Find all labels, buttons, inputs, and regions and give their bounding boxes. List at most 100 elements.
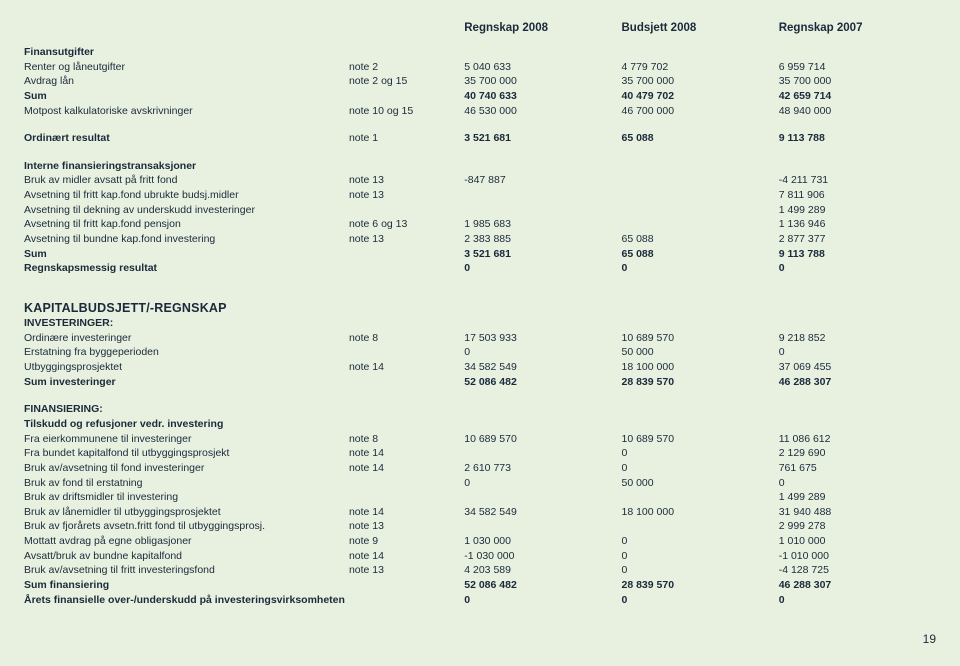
row-value: -4 211 731 <box>779 174 936 189</box>
row-value: 34 582 549 <box>464 361 621 376</box>
table-row: Sum investeringer52 086 48228 839 57046 … <box>24 375 936 390</box>
row-label: Sum investeringer <box>24 375 349 390</box>
row-value: 0 <box>621 447 778 462</box>
table-row: Erstatning fra byggeperioden 050 0000 <box>24 346 936 361</box>
row-value: 4 203 589 <box>464 564 621 579</box>
row-value: 0 <box>621 535 778 550</box>
row-value: 2 610 773 <box>464 461 621 476</box>
row-label: Sum <box>24 247 349 262</box>
row-value: 5 040 633 <box>464 60 621 75</box>
row-label: Bruk av/avsetning til fritt investerings… <box>24 564 349 579</box>
row-note <box>349 262 464 277</box>
row-value <box>621 189 778 204</box>
row-value: 46 530 000 <box>464 104 621 119</box>
row-value: 11 086 612 <box>779 432 936 447</box>
row-value: 46 288 307 <box>779 579 936 594</box>
ordinary-result: Ordinært resultat note 1 3 521 681 65 08… <box>24 132 936 147</box>
row-value: 31 940 488 <box>779 505 936 520</box>
row-value: 0 <box>779 262 936 277</box>
row-value <box>621 174 778 189</box>
row-label: Bruk av fjorårets avsetn.fritt fond til … <box>24 520 349 535</box>
row-note: note 13 <box>349 232 464 247</box>
finans-subheading: Tilskudd og refusjoner vedr. investering <box>24 418 936 433</box>
row-note: note 14 <box>349 447 464 462</box>
table-row: Bruk av fjorårets avsetn.fritt fond til … <box>24 520 936 535</box>
row-label: Utbyggingsprosjektet <box>24 361 349 376</box>
table-row: Bruk av lånemidler til utbyggingsprosjek… <box>24 505 936 520</box>
row-value: 0 <box>779 346 936 361</box>
table-row: Avsetning til bundne kap.fond investerin… <box>24 232 936 247</box>
row-note <box>349 89 464 104</box>
row-value: -847 887 <box>464 174 621 189</box>
section-title: Finansutgifter <box>24 45 936 60</box>
table-row: Mottatt avdrag på egne obligasjonernote … <box>24 535 936 550</box>
row-value: 9 218 852 <box>779 331 936 346</box>
row-note: note 13 <box>349 189 464 204</box>
row-value: 6 959 714 <box>779 60 936 75</box>
table-row: Årets finansielle over-/underskudd på in… <box>24 593 936 608</box>
row-label: Sum finansiering <box>24 579 349 594</box>
row-value: 28 839 570 <box>621 579 778 594</box>
kapital-heading: KAPITALBUDSJETT/-REGNSKAP <box>24 299 936 316</box>
row-value: 18 100 000 <box>621 361 778 376</box>
table-row: Regnskapsmessig resultat000 <box>24 262 936 277</box>
finans-heading: FINANSIERING: <box>24 403 936 418</box>
row-label: Sum <box>24 89 349 104</box>
row-value: 52 086 482 <box>464 375 621 390</box>
row-value: 2 129 690 <box>779 447 936 462</box>
row-label: Bruk av midler avsatt på fritt fond <box>24 174 349 189</box>
row-value: 42 659 714 <box>779 89 936 104</box>
row-note: note 2 og 15 <box>349 75 464 90</box>
row-value: 1 985 683 <box>464 218 621 233</box>
row-value: 9 113 788 <box>779 247 936 262</box>
row-value: 0 <box>621 262 778 277</box>
row-note: note 14 <box>349 549 464 564</box>
row-note <box>349 593 464 608</box>
col-header-3: Regnskap 2007 <box>779 20 936 45</box>
row-note: note 14 <box>349 461 464 476</box>
table-row: Avsetning til fritt kap.fond ubrukte bud… <box>24 189 936 204</box>
row-label: Mottatt avdrag på egne obligasjoner <box>24 535 349 550</box>
row-value: 1 010 000 <box>779 535 936 550</box>
row-value: 40 479 702 <box>621 89 778 104</box>
table-row: Bruk av fond til erstatning050 0000 <box>24 476 936 491</box>
row-note <box>349 346 464 361</box>
row-value: 0 <box>621 461 778 476</box>
table-row: Bruk av driftsmidler til investering1 49… <box>24 491 936 506</box>
row-value: 37 069 455 <box>779 361 936 376</box>
row-label: Renter og låneutgifter <box>24 60 349 75</box>
row-value: 0 <box>621 593 778 608</box>
table-row: Avsetning til dekning av underskudd inve… <box>24 203 936 218</box>
table-row: Sum3 521 68165 0889 113 788 <box>24 247 936 262</box>
row-value: 18 100 000 <box>621 505 778 520</box>
row-value: 46 700 000 <box>621 104 778 119</box>
col-header-1: Regnskap 2008 <box>464 20 621 45</box>
row-value: 7 811 906 <box>779 189 936 204</box>
table-row: Renter og låneutgifternote 25 040 6334 7… <box>24 60 936 75</box>
row-value: 40 740 633 <box>464 89 621 104</box>
row-value: 50 000 <box>621 476 778 491</box>
row-value: 2 383 885 <box>464 232 621 247</box>
row-note <box>349 579 464 594</box>
row-note: note 14 <box>349 505 464 520</box>
table-row: Motpost kalkulatoriske avskrivningernote… <box>24 104 936 119</box>
row-value <box>464 447 621 462</box>
row-label: Avsetning til fritt kap.fond pensjon <box>24 218 349 233</box>
row-value: 50 000 <box>621 346 778 361</box>
row-label: Ordinære investeringer <box>24 331 349 346</box>
row-value: 35 700 000 <box>464 75 621 90</box>
row-value: 34 582 549 <box>464 505 621 520</box>
row-value: -1 010 000 <box>779 549 936 564</box>
row-note: note 2 <box>349 60 464 75</box>
row-value: 10 689 570 <box>621 331 778 346</box>
row-value: 0 <box>464 593 621 608</box>
table-row: Fra bundet kapitalfond til utbyggingspro… <box>24 447 936 462</box>
row-label: Avsetning til fritt kap.fond ubrukte bud… <box>24 189 349 204</box>
row-value: 35 700 000 <box>779 75 936 90</box>
row-value: 10 689 570 <box>621 432 778 447</box>
row-value: 0 <box>464 262 621 277</box>
row-label: Erstatning fra byggeperioden <box>24 346 349 361</box>
row-label: Motpost kalkulatoriske avskrivninger <box>24 104 349 119</box>
row-value: 0 <box>464 346 621 361</box>
row-label: Bruk av driftsmidler til investering <box>24 491 349 506</box>
